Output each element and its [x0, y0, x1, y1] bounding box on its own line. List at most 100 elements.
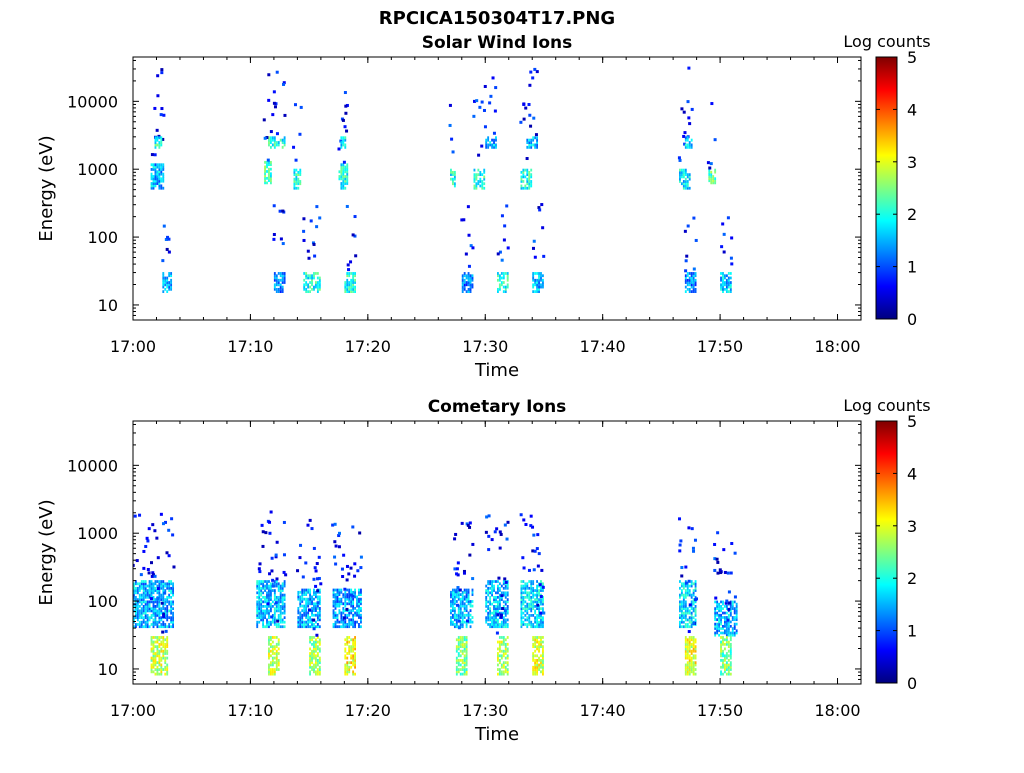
spectrogram-cell: [172, 614, 174, 617]
spectrogram-cell: [358, 606, 360, 610]
spectrogram-cell: [275, 652, 278, 655]
spectrogram-cell: [727, 290, 730, 293]
spectrogram-cell: [142, 593, 145, 597]
spectrogram-cell: [264, 531, 268, 535]
spectrogram-cell: [493, 145, 495, 149]
spectrogram-cell: [297, 622, 300, 626]
spectrogram-cell: [489, 591, 492, 595]
spectrogram-cell: [348, 625, 351, 629]
spectrogram-cell: [162, 668, 165, 671]
spectrogram-cell: [301, 593, 304, 596]
spectrogram-cell: [315, 633, 319, 637]
spectrogram-cell: [273, 272, 276, 275]
spectrogram-cell: [136, 623, 139, 626]
spectrogram-cell: [725, 627, 728, 630]
spectrogram-cell: [262, 616, 265, 620]
spectrogram-cell: [340, 625, 343, 629]
spectrogram-cell: [315, 665, 317, 669]
spectrogram-cell: [469, 290, 472, 293]
spectrogram-cell: [269, 141, 272, 144]
spectrogram-cell: [336, 625, 339, 629]
spectrogram-cell: [536, 580, 538, 583]
spectrogram-cell: [524, 106, 528, 110]
spectrogram-cell: [506, 285, 509, 289]
spectrogram-cell: [489, 143, 492, 147]
spectrogram-cell: [684, 184, 687, 188]
spectrogram-cell: [299, 618, 302, 622]
spectrogram-cell: [727, 663, 730, 667]
spectrogram-cell: [264, 604, 266, 608]
spectrogram-cell: [688, 645, 691, 649]
spectrogram-cell: [303, 606, 306, 610]
spectrogram-cell: [166, 670, 169, 674]
spectrogram-cell: [450, 593, 452, 596]
spectrogram-cell: [686, 175, 689, 179]
spectrogram-cell: [457, 658, 460, 662]
spectrogram-cell: [504, 287, 507, 291]
spectrogram-cell: [733, 622, 736, 626]
spectrogram-cell: [465, 670, 468, 674]
spectrogram-cell: [522, 180, 525, 183]
spectrogram-cell: [311, 597, 313, 601]
spectrogram-cell: [350, 609, 353, 613]
spectrogram-cell: [473, 173, 476, 177]
spectrogram-cell: [724, 642, 726, 646]
spectrogram-cell: [682, 607, 685, 611]
spectrogram-cell: [540, 658, 542, 662]
spectrogram-cell: [500, 584, 503, 588]
spectrogram-cell: [275, 278, 278, 282]
spectrogram-cell: [504, 595, 507, 599]
spectrogram-cell: [536, 614, 538, 617]
spectrogram-cell: [538, 645, 540, 649]
spectrogram-cell: [520, 584, 523, 588]
spectrogram-cell: [528, 177, 531, 181]
spectrogram-cell: [690, 616, 693, 620]
spectrogram-cell: [716, 571, 720, 575]
spectrogram-cell: [275, 287, 278, 291]
spectrogram-cell: [534, 665, 537, 669]
spectrogram-cell: [164, 287, 167, 291]
spectrogram-cell: [262, 614, 265, 617]
spectrogram-cell: [350, 290, 353, 293]
spectrogram-cell: [506, 276, 509, 280]
spectrogram-cell: [283, 281, 286, 284]
spectrogram-cell: [352, 620, 355, 624]
colorbar-tick-label: 2: [907, 205, 917, 224]
spectrogram-cell: [726, 618, 730, 622]
spectrogram-cell: [305, 609, 308, 613]
spectrogram-cell: [722, 250, 726, 254]
spectrogram-cell: [471, 246, 475, 250]
spectrogram-cell: [504, 668, 507, 671]
spectrogram-cell: [313, 276, 315, 280]
spectrogram-cell: [542, 647, 544, 651]
spectrogram-cell: [318, 287, 321, 291]
spectrogram-cell: [506, 274, 509, 278]
spectrogram-cell: [342, 141, 345, 144]
spectrogram-cell: [346, 170, 349, 174]
spectrogram-cell: [530, 598, 533, 601]
spectrogram-cell: [682, 134, 686, 138]
spectrogram-cell: [500, 623, 503, 626]
spectrogram-cell: [313, 606, 315, 610]
spectrogram-cell: [487, 548, 491, 552]
spectrogram-cell: [500, 636, 503, 639]
spectrogram-cell: [491, 143, 493, 147]
spectrogram-cell: [158, 611, 161, 615]
spectrogram-cell: [311, 622, 313, 626]
spectrogram-cell: [305, 593, 308, 596]
spectrogram-cell: [348, 649, 351, 653]
spectrogram-cell: [293, 170, 296, 174]
spectrogram-cell: [166, 600, 169, 604]
spectrogram-cell: [164, 672, 167, 676]
spectrogram-cell: [338, 602, 341, 606]
spectrogram-cell: [158, 625, 161, 629]
spectrogram-cell: [150, 153, 154, 157]
spectrogram-cell: [281, 278, 284, 282]
spectrogram-cell: [273, 591, 276, 595]
spectrogram-cell: [536, 272, 538, 275]
spectrogram-cell: [140, 614, 143, 617]
spectrogram-cell: [170, 287, 173, 291]
spectrogram-cell: [493, 600, 495, 604]
spectrogram-cell: [451, 588, 454, 592]
spectrogram-cell: [350, 590, 353, 594]
